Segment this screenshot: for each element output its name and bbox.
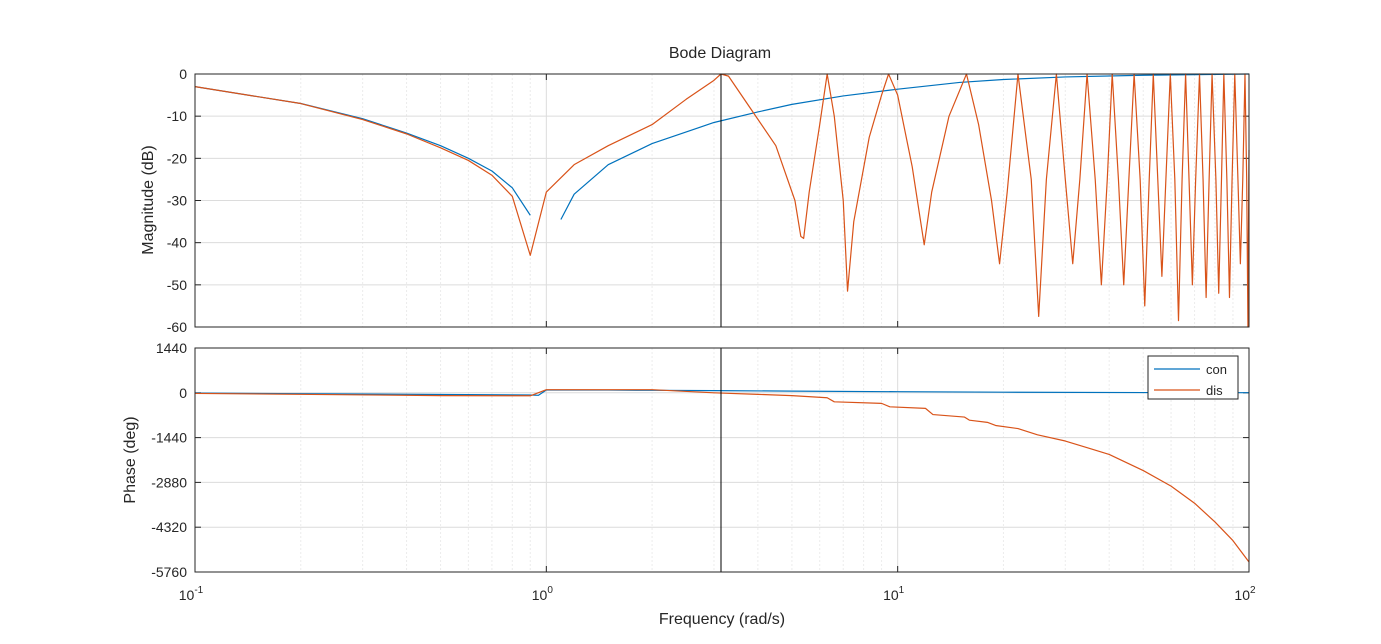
- phase-y-tick-label: 0: [179, 385, 187, 401]
- magnitude-y-tick-label: -40: [167, 235, 187, 251]
- legend-label-dis: dis: [1206, 383, 1223, 398]
- phase-line-dis: [194, 389, 1250, 563]
- chart-title: Bode Diagram: [669, 45, 771, 62]
- magnitude-axes-box: [194, 73, 1250, 328]
- x-axis-label: Frequency (rad/s): [659, 611, 785, 628]
- phase-y-tick-label: -1440: [151, 430, 187, 446]
- magnitude-ylabel: Magnitude (dB): [140, 145, 157, 254]
- magnitude-y-tick-label: 0: [179, 66, 187, 82]
- magnitude-line-con: [560, 73, 1250, 220]
- phase-ylabel: Phase (deg): [122, 416, 139, 503]
- phase-axes-box: [194, 347, 1250, 573]
- legend[interactable]: con dis: [1147, 355, 1239, 400]
- x-tick-label: 102: [1234, 585, 1256, 603]
- legend-label-con: con: [1206, 362, 1227, 377]
- phase-y-tick-label: -2880: [151, 474, 187, 490]
- phase-y-ticks: 1440 0 -1440 -2880 -4320 -5760: [151, 340, 1249, 580]
- magnitude-series: [194, 73, 1250, 328]
- phase-line-con: [194, 389, 1250, 396]
- magnitude-y-tick-label: -50: [167, 277, 187, 293]
- x-tick-label: 100: [532, 585, 554, 603]
- magnitude-y-tick-label: -20: [167, 150, 187, 166]
- phase-plot-area: [195, 348, 1249, 572]
- x-tick-label: 10-1: [179, 585, 204, 603]
- magnitude-y-tick-label: -10: [167, 108, 187, 124]
- x-tick-label: 101: [883, 585, 905, 603]
- phase-series: [194, 348, 1250, 572]
- magnitude-line-dis: [194, 73, 1250, 328]
- phase-y-tick-label: 1440: [156, 340, 187, 356]
- magnitude-y-tick-label: -30: [167, 193, 187, 209]
- phase-panel: 1440 0 -1440 -2880 -4320 -5760 Phase (deg) co…: [122, 340, 1250, 580]
- magnitude-y-tick-label: -60: [167, 319, 187, 335]
- phase-y-tick-label: -5760: [151, 564, 187, 580]
- phase-y-tick-label: -4320: [151, 519, 187, 535]
- magnitude-panel: 0 -10 -20 -30 -40 -50 -60 Magnitude (dB): [140, 66, 1250, 335]
- magnitude-y-ticks: 0 -10 -20 -30 -40 -50 -60: [167, 66, 1249, 335]
- legend-box: [1147, 355, 1239, 400]
